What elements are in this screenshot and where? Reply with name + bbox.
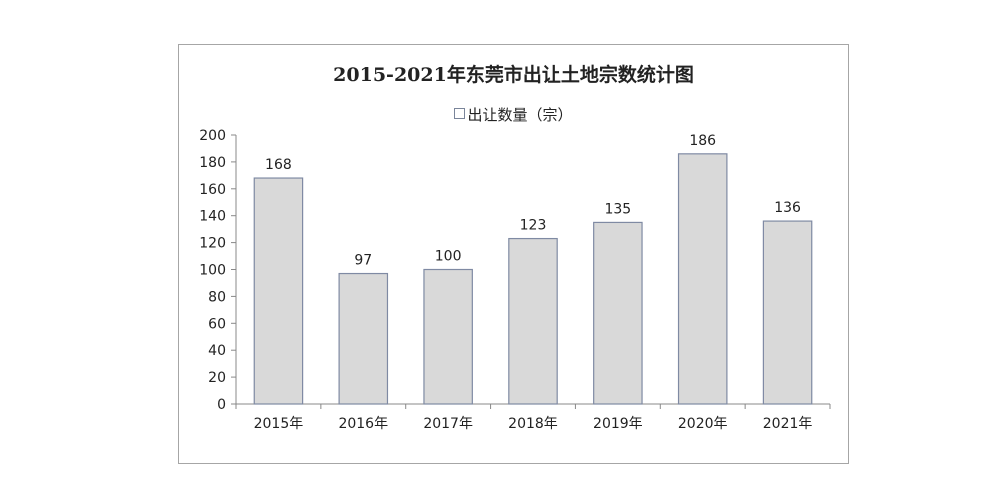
y-tick-label: 40	[208, 343, 226, 359]
bar	[762, 220, 813, 405]
y-tick-label: 140	[199, 209, 226, 225]
x-tick-label: 2019年	[593, 416, 643, 432]
data-label: 168	[265, 157, 292, 173]
x-tick-label: 2015年	[254, 416, 304, 432]
y-tick-label: 160	[199, 182, 226, 198]
data-label: 135	[604, 201, 631, 217]
bar	[508, 237, 558, 405]
y-tick-label: 60	[208, 316, 226, 332]
y-tick-label: 180	[199, 155, 226, 171]
x-tick-label: 2017年	[423, 416, 473, 432]
data-label: 97	[354, 253, 372, 269]
y-tick-label: 80	[208, 289, 226, 305]
data-label: 123	[520, 218, 547, 234]
bar	[338, 272, 389, 405]
x-tick-label: 2018年	[508, 416, 558, 432]
y-tick-label: 120	[199, 236, 226, 252]
chart-title: 2015-2021年东莞市出让土地宗数统计图	[333, 64, 694, 86]
y-tick-label: 20	[208, 370, 226, 386]
bar	[677, 153, 728, 405]
data-label: 100	[435, 249, 462, 265]
data-label: 186	[689, 133, 716, 149]
x-tick-label: 2020年	[678, 416, 728, 432]
bar	[253, 177, 304, 405]
x-tick-label: 2021年	[763, 416, 813, 432]
bar	[593, 221, 643, 405]
legend-label: 出让数量（宗）	[467, 106, 573, 124]
y-tick-label: 100	[199, 263, 226, 279]
x-tick-label: 2016年	[338, 416, 388, 432]
legend-swatch	[454, 108, 466, 119]
data-label: 136	[774, 200, 801, 216]
legend: 出让数量（宗）	[178, 104, 849, 125]
y-tick-label: 200	[199, 128, 226, 144]
y-tick-label: 0	[217, 397, 226, 413]
bar	[423, 268, 473, 405]
